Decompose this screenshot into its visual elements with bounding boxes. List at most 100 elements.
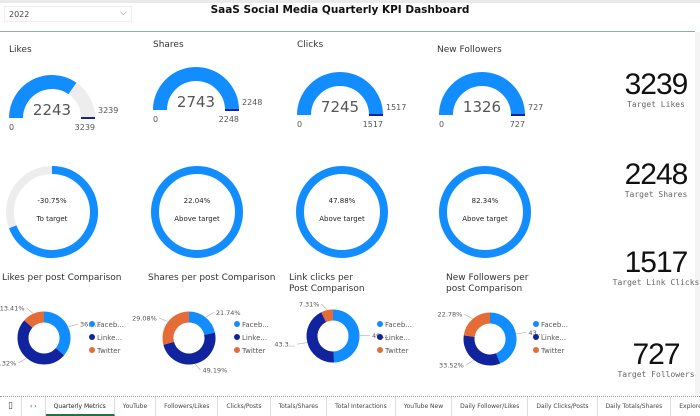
legend-marker <box>533 321 539 327</box>
sheet-tab[interactable]: Followers/Likes <box>156 397 218 416</box>
sheet-tab[interactable]: Quarterly Metrics <box>46 397 115 416</box>
legend-entry: Linke... <box>385 334 410 342</box>
gauge-target-label: 727 <box>528 103 543 112</box>
gauge-target-label: 2248 <box>242 98 262 107</box>
legend-entry: Twitter <box>96 347 121 355</box>
donut-slice-linkedin <box>23 324 60 359</box>
legend-entry: Twitter <box>241 347 266 355</box>
ring-caption: Above target <box>319 215 365 223</box>
donut-slice-facebook <box>490 318 511 358</box>
sheet-tab[interactable]: Daily Follower/Likes <box>452 397 528 416</box>
kpi-value: 2248 <box>606 158 700 192</box>
gauge-target-label: 1517 <box>386 103 406 112</box>
sheet-tab[interactable]: Total Interactions <box>327 397 396 416</box>
donut-slice-facebook <box>44 317 65 352</box>
data-label: 33.52% <box>439 362 464 370</box>
data-label: 50.32% <box>0 359 16 367</box>
ring-caption: Above target <box>174 215 220 223</box>
data-label-leader <box>18 358 26 363</box>
legend-marker <box>377 347 383 353</box>
gauge-title: Clicks <box>297 40 323 50</box>
page-view-button[interactable]: ▯ <box>0 397 22 416</box>
legend-marker <box>89 334 95 340</box>
donut-title: Likes per post Comparison <box>2 273 122 283</box>
ring-caption: To target <box>36 215 68 223</box>
donut-slice-twitter <box>28 317 44 324</box>
donut-slice-facebook <box>333 315 354 357</box>
data-label: 29.08% <box>132 314 157 322</box>
legend-marker <box>377 321 383 327</box>
kpi-value: 727 <box>606 338 700 372</box>
gauge-title: Shares <box>153 40 184 50</box>
data-label: 21.74% <box>216 309 241 317</box>
legend-entry: Faceb... <box>242 321 269 329</box>
legend-marker <box>377 334 383 340</box>
tab-nav-arrows[interactable]: ‹ › <box>22 397 46 416</box>
sheet-tab[interactable]: Daily Clicks/Posts <box>528 397 597 416</box>
data-label-leader <box>69 324 78 327</box>
legend-entry: Faceb... <box>97 321 124 329</box>
legend-marker <box>234 321 240 327</box>
ring-fill <box>443 170 527 254</box>
kpi-value: 1517 <box>606 246 700 280</box>
sheet-tab[interactable]: YouTube <box>115 397 156 416</box>
data-label-leader <box>464 314 472 319</box>
legend-entry: Twitter <box>384 347 409 355</box>
data-label: 43.3... <box>274 341 295 349</box>
sheet-tab[interactable]: Daily Totals/Shares <box>598 397 672 416</box>
legend-entry: Linke... <box>242 334 267 342</box>
gauge-value: 2243 <box>33 101 71 119</box>
legend-marker <box>533 334 539 340</box>
data-label: 22.78% <box>438 311 463 319</box>
legend-entry: Faceb... <box>541 321 568 329</box>
gauge-value: 7245 <box>321 98 359 116</box>
data-label: 49.19% <box>203 367 228 375</box>
legend-marker <box>89 347 95 353</box>
donut-slice-twitter <box>469 318 490 336</box>
gauge-min-label: 0 <box>297 120 302 129</box>
ring-percent: 47.88% <box>329 197 356 205</box>
ring-fill <box>300 170 384 254</box>
donut-slice-linkedin <box>312 317 334 357</box>
legend-entry: Twitter <box>540 347 565 355</box>
sheet-tab[interactable]: Clicks/Posts <box>218 397 270 416</box>
legend-marker <box>533 347 539 353</box>
donut-slice-linkedin <box>169 334 210 359</box>
donut-title: Link clicks per <box>289 273 353 283</box>
donut-slice-linkedin <box>469 336 498 360</box>
gauge-title: Likes <box>9 45 32 55</box>
kpi-value: 3239 <box>606 68 700 102</box>
sheet-tab[interactable]: YouTube New <box>396 397 452 416</box>
data-label-leader <box>206 312 214 317</box>
gauge-max-label: 3239 <box>75 123 95 132</box>
data-label-leader <box>195 364 200 370</box>
kpi-label: Target Link Clicks <box>606 278 700 287</box>
gauge-max-label: 2248 <box>219 115 239 124</box>
legend-entry: Faceb... <box>385 321 412 329</box>
gauge-min-label: 0 <box>439 120 444 129</box>
sheet-tab[interactable]: Totals/Shares <box>271 397 328 416</box>
gauge-max-label: 727 <box>510 120 525 129</box>
data-label-leader <box>466 360 474 365</box>
donut-slice-twitter <box>168 317 189 343</box>
ring-percent: -30.75% <box>37 197 67 205</box>
kpi-label: Target Followers <box>606 370 700 379</box>
ring-caption: Above target <box>462 215 508 223</box>
legend-marker <box>234 334 240 340</box>
data-label-leader <box>159 318 168 322</box>
legend-entry: Linke... <box>541 334 566 342</box>
data-label-leader <box>516 333 526 334</box>
ring-percent: 82.34% <box>472 197 499 205</box>
sheet-tab[interactable]: Explore <box>671 397 700 416</box>
data-label: 13.41% <box>0 304 25 312</box>
legend-marker <box>89 321 95 327</box>
gauge-title: New Followers <box>437 45 502 55</box>
gauge-min-label: 0 <box>9 123 14 132</box>
data-label-leader <box>321 304 326 310</box>
gauge-value: 1326 <box>463 98 501 116</box>
donut-slice-twitter <box>324 315 333 317</box>
